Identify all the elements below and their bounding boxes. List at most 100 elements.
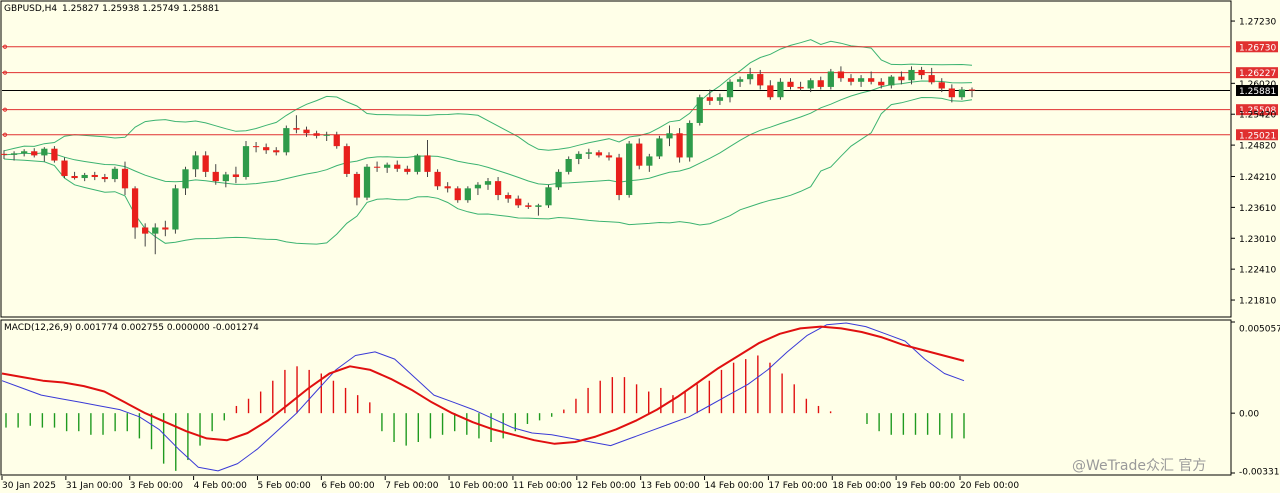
candle-bull bbox=[323, 134, 330, 136]
candle-bear bbox=[303, 129, 310, 134]
candle-bear bbox=[263, 147, 270, 151]
macd-axis: 0.005057 0.00 -0.003319 bbox=[1231, 321, 1280, 478]
candle-bull bbox=[958, 89, 966, 98]
time-tick-label: 31 Jan 00:00 bbox=[66, 481, 123, 491]
candle-bear bbox=[333, 134, 340, 147]
candle-bull bbox=[111, 168, 119, 180]
candle-bull bbox=[545, 187, 552, 206]
candle-bull bbox=[585, 152, 592, 154]
candle-bear bbox=[928, 75, 935, 83]
candle-bear bbox=[212, 171, 219, 182]
candle-bear bbox=[706, 97, 713, 101]
candle-bear bbox=[797, 86, 804, 89]
candle-bull bbox=[283, 128, 290, 153]
candle-bear bbox=[252, 146, 260, 148]
macd-signal-line bbox=[1, 325, 965, 445]
time-tick-label: 17 Feb 00:00 bbox=[768, 481, 827, 491]
candle-bull bbox=[363, 166, 371, 198]
candle-bear bbox=[71, 175, 78, 179]
level-tag bbox=[1236, 41, 1278, 53]
ohlc-values: 1.25827 1.25938 1.25749 1.25881 bbox=[62, 4, 219, 14]
candle-bull bbox=[172, 188, 179, 230]
time-tick-label: 12 Feb 00:00 bbox=[577, 481, 636, 491]
level-anchor bbox=[2, 70, 8, 75]
level-tag-label: 1.25508 bbox=[1239, 106, 1276, 116]
candle-bull bbox=[414, 155, 421, 172]
candle-bear bbox=[868, 78, 875, 82]
candle-bull bbox=[484, 181, 492, 185]
candle-bear bbox=[878, 81, 885, 86]
candle-bear bbox=[121, 168, 129, 189]
time-tick-label: 30 Jan 2025 bbox=[2, 481, 56, 491]
candle-bear bbox=[394, 164, 401, 169]
level-tag-label: 1.26730 bbox=[1239, 43, 1276, 53]
candle-bear bbox=[61, 160, 68, 176]
watermark: @WeTrade众汇 官方 bbox=[1072, 458, 1206, 474]
candle-bull bbox=[535, 205, 542, 207]
candle-bull bbox=[384, 164, 391, 168]
candle-bear bbox=[424, 155, 431, 172]
price-tick-label: 1.23610 bbox=[1239, 204, 1276, 214]
price-tick-label: 1.24820 bbox=[1239, 142, 1276, 152]
symbol-label: GBPUSD,H4 bbox=[4, 4, 57, 14]
candle-bear bbox=[605, 155, 613, 158]
candle-bull bbox=[747, 74, 754, 80]
macd-lines bbox=[1, 322, 965, 472]
candle-bear bbox=[817, 80, 824, 87]
candle-bear bbox=[373, 166, 381, 168]
time-tick-label: 14 Feb 00:00 bbox=[705, 481, 764, 491]
candle-bear bbox=[353, 173, 361, 198]
candle-bull bbox=[21, 151, 28, 154]
candle-bull bbox=[726, 81, 734, 98]
candle-bear bbox=[273, 150, 280, 153]
candle-bear bbox=[676, 133, 683, 158]
candle-bear bbox=[636, 143, 643, 166]
time-tick-label: 10 Feb 00:00 bbox=[449, 481, 508, 491]
candle-bull bbox=[41, 148, 48, 156]
price-tick-label: 1.25420 bbox=[1239, 111, 1276, 121]
candle-bull bbox=[575, 153, 582, 159]
macd-label: MACD(12,26,9) 0.001774 0.002755 0.000000… bbox=[4, 323, 259, 333]
macd-tick-label: 0.00 bbox=[1239, 410, 1259, 420]
candle-bear bbox=[51, 148, 58, 161]
candle-bull bbox=[242, 146, 250, 178]
candle-bull bbox=[474, 184, 482, 189]
time-tick-label: 18 Feb 00:00 bbox=[832, 481, 891, 491]
candlesticks bbox=[0, 66, 976, 255]
candle-bull bbox=[464, 188, 471, 201]
candle-bull bbox=[716, 97, 724, 101]
candle-bear bbox=[767, 85, 774, 98]
candle-bear bbox=[505, 195, 512, 199]
candle-bull bbox=[626, 143, 633, 196]
candle-bear bbox=[404, 168, 411, 172]
candle-bear bbox=[31, 151, 38, 156]
candle-bull bbox=[565, 159, 572, 172]
candle-bull bbox=[555, 171, 562, 188]
candle-bull bbox=[686, 122, 693, 158]
price-tick-label: 1.23010 bbox=[1239, 235, 1276, 245]
candle-bear bbox=[142, 227, 149, 234]
candle-bear bbox=[343, 146, 350, 174]
candle-bear bbox=[434, 171, 441, 187]
candle-bear bbox=[494, 181, 502, 196]
candle-bear bbox=[938, 82, 945, 89]
time-tick-label: 19 Feb 00:00 bbox=[896, 481, 955, 491]
bollinger-bands bbox=[3, 39, 973, 245]
macd-tick-label: 0.005057 bbox=[1239, 325, 1280, 335]
candle-bear bbox=[918, 69, 925, 76]
candle-bull bbox=[908, 69, 915, 81]
time-tick-label: 4 Feb 00:00 bbox=[194, 481, 248, 491]
price-tick-label: 1.26020 bbox=[1239, 80, 1276, 90]
time-tick-label: 7 Feb 00:00 bbox=[385, 481, 439, 491]
candle-bull bbox=[222, 174, 229, 182]
candle-bull bbox=[152, 227, 159, 234]
time-tick-label: 6 Feb 00:00 bbox=[321, 481, 375, 491]
candle-bull bbox=[736, 79, 744, 82]
candle-bear bbox=[454, 188, 461, 201]
bb-lower-line bbox=[3, 96, 973, 245]
candle-bull bbox=[192, 155, 199, 170]
price-tick-label: 1.24210 bbox=[1239, 173, 1276, 183]
candle-bull bbox=[182, 169, 189, 189]
candle-bear bbox=[847, 78, 855, 82]
